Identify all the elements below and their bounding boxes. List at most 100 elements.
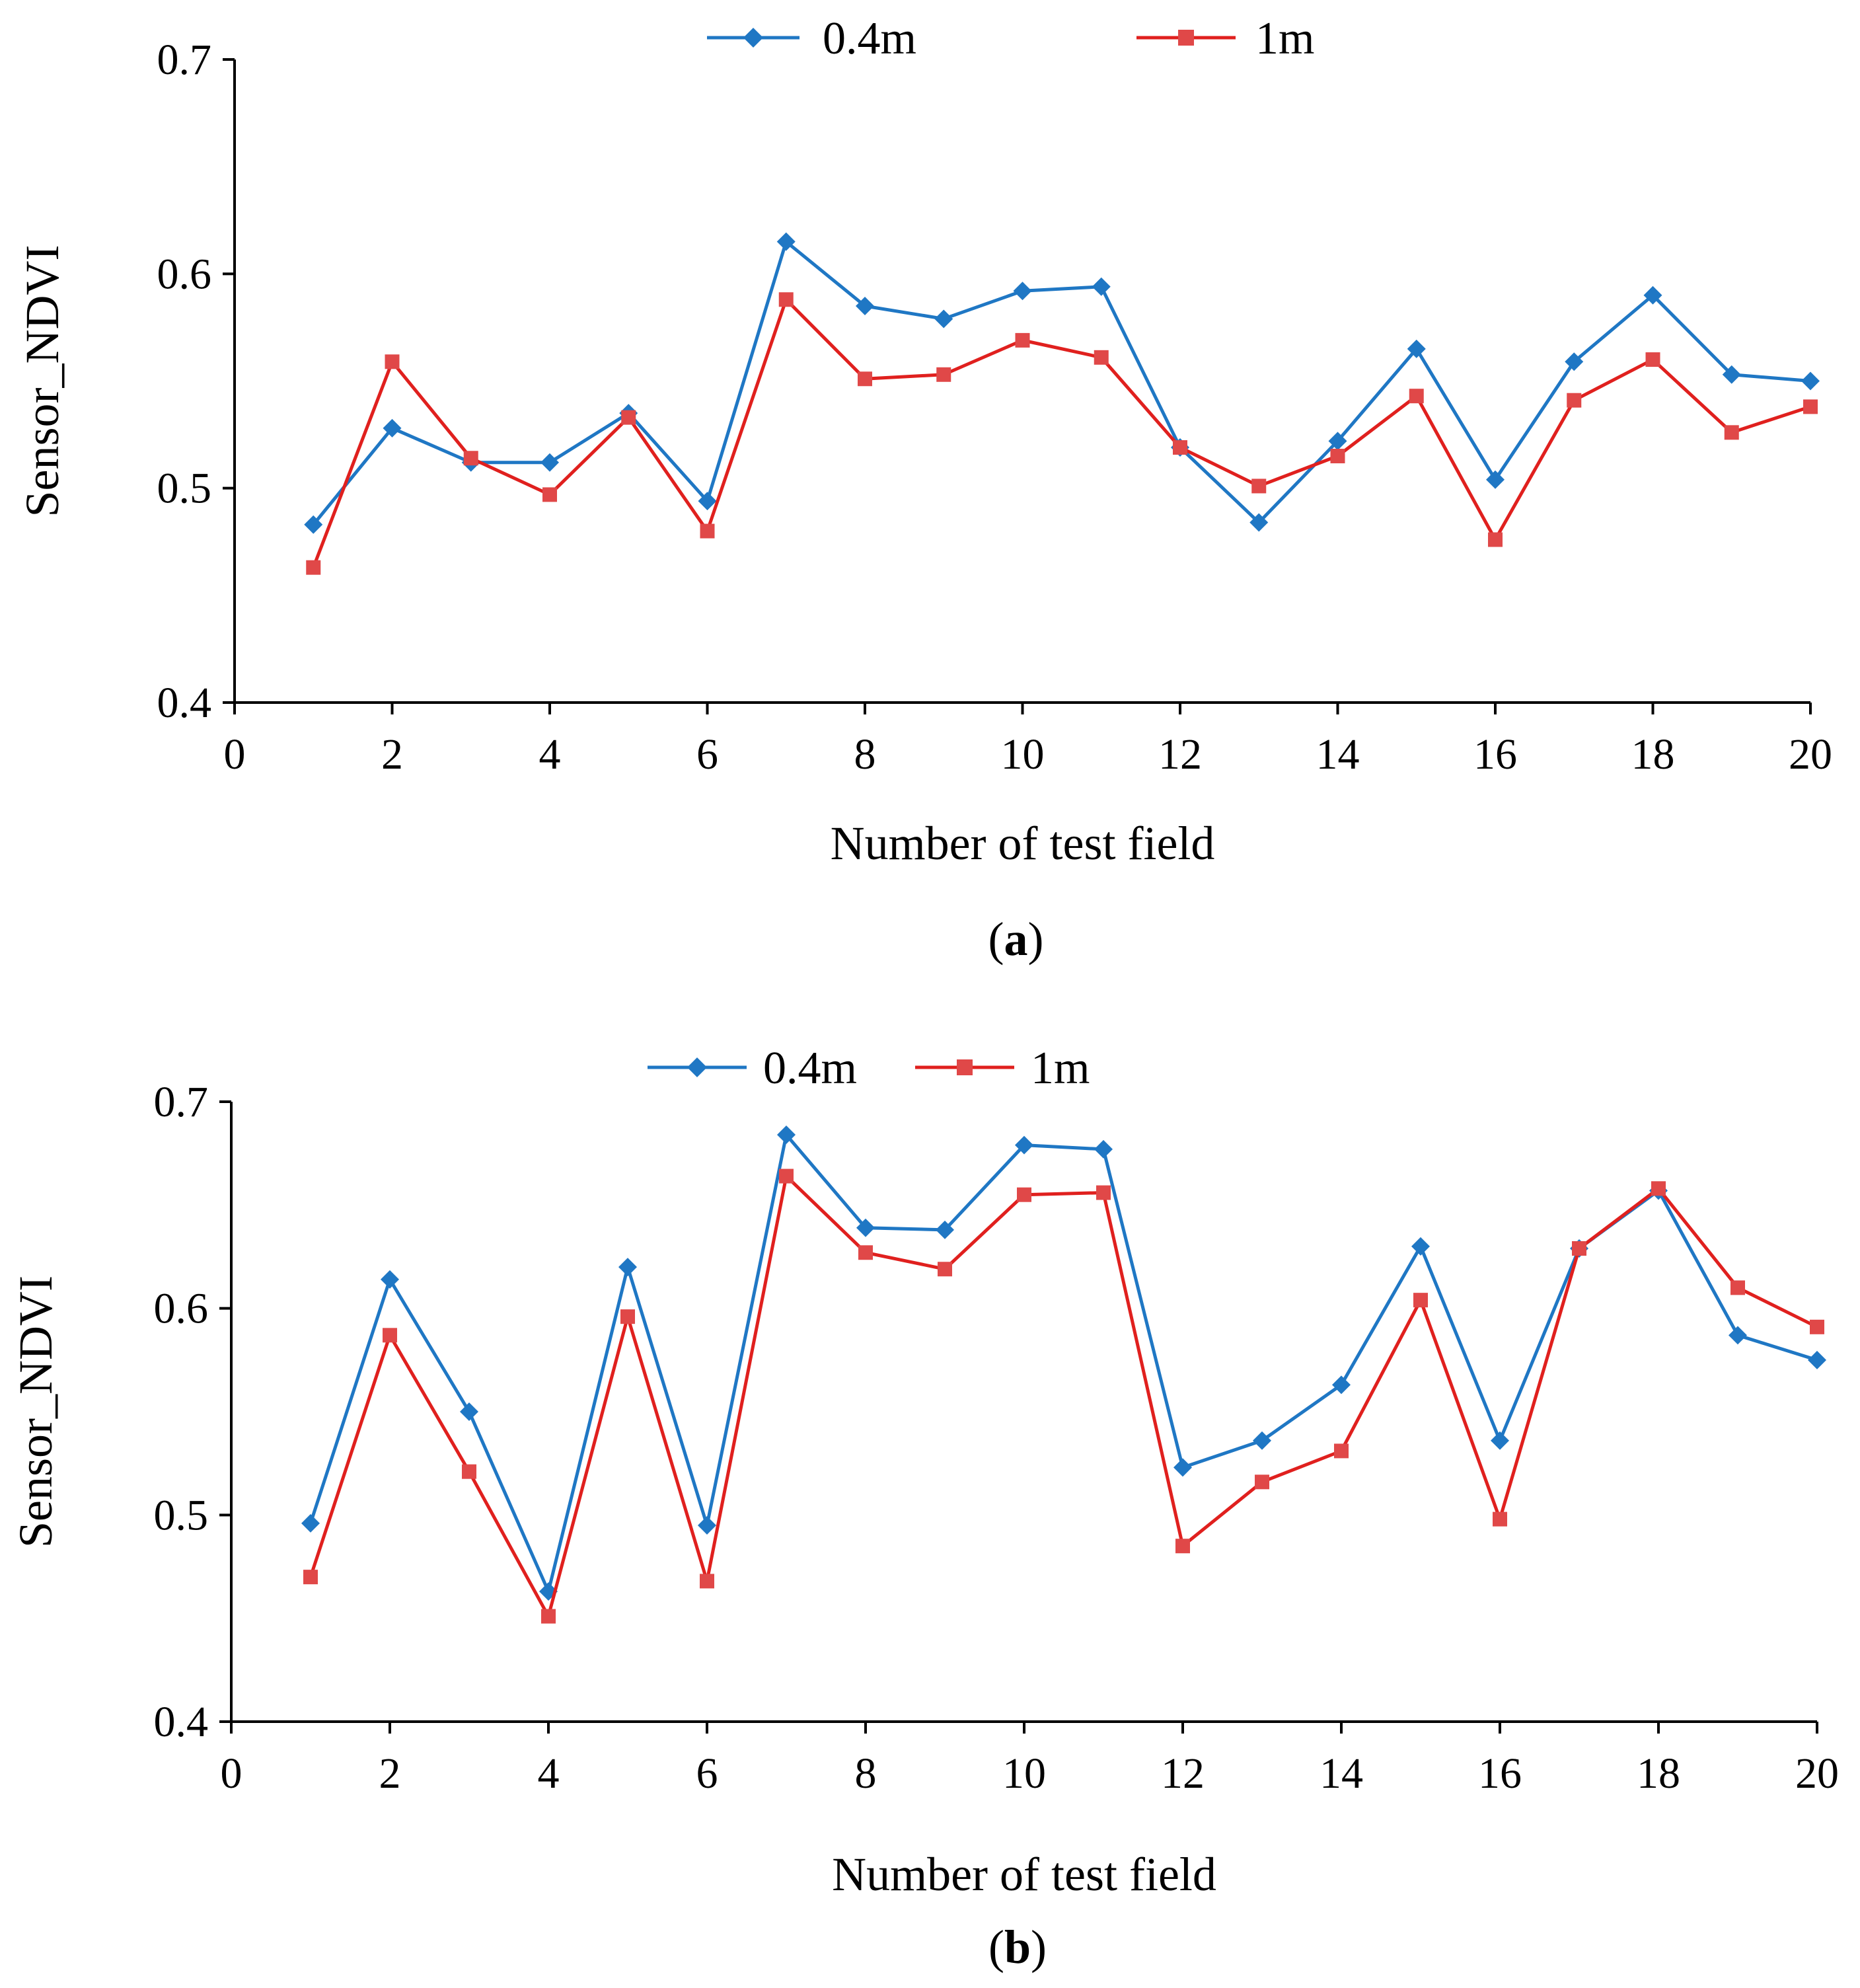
data-point (1253, 1431, 1271, 1450)
y-tick-label: 0.7 (157, 36, 212, 84)
data-point (1094, 350, 1109, 365)
data-point (1332, 1375, 1351, 1395)
x-tick-label: 16 (1473, 730, 1517, 779)
data-point (1407, 339, 1426, 358)
data-point (698, 492, 717, 511)
data-point (938, 1262, 952, 1277)
data-point (936, 1220, 954, 1239)
x-tick-label: 12 (1161, 1749, 1205, 1798)
data-point (776, 232, 796, 251)
data-point (1493, 1511, 1507, 1527)
x-tick-label: 6 (696, 1749, 718, 1798)
x-tick-label: 20 (1795, 1749, 1839, 1798)
y-axis-title: Sensor_NDVI (9, 1276, 62, 1548)
data-point (1251, 478, 1267, 494)
data-point (936, 367, 951, 382)
data-point (1328, 432, 1347, 451)
legend-label: 0.4m (763, 1043, 857, 1094)
x-tick-label: 0 (221, 1749, 242, 1798)
data-point (381, 1270, 399, 1289)
data-point (1173, 1458, 1192, 1477)
data-point (779, 1168, 794, 1184)
legend-label: 1m (1255, 13, 1314, 64)
data-point (1015, 1135, 1033, 1155)
data-point (463, 451, 478, 466)
legend-marker (1178, 30, 1194, 46)
data-point (1491, 1431, 1509, 1450)
series-0.4m (301, 1126, 1826, 1601)
data-point (301, 1513, 320, 1533)
data-point (1730, 1280, 1745, 1295)
data-point (1330, 449, 1345, 464)
data-point (700, 1574, 714, 1589)
legend: 0.4m 1m (648, 1043, 1090, 1094)
x-tick-label: 18 (1631, 730, 1675, 779)
x-axis-title: Number of test field (831, 817, 1215, 870)
data-point (460, 1402, 478, 1421)
x-tick-label: 2 (381, 730, 403, 779)
data-point (856, 1218, 875, 1237)
data-point (1808, 1350, 1826, 1369)
y-axis-title: Sensor_NDVI (16, 245, 69, 517)
data-point (1803, 399, 1818, 414)
x-tick-label: 4 (539, 730, 561, 779)
x-tick-label: 14 (1316, 730, 1360, 779)
data-point (542, 487, 557, 502)
series-line (309, 1174, 1818, 1619)
y-tick-label: 0.5 (154, 1491, 209, 1539)
data-point (1092, 277, 1111, 296)
series-1m (306, 292, 1818, 575)
data-point (1486, 470, 1505, 489)
y-tick-label: 0.4 (154, 1698, 209, 1746)
data-point (1729, 1326, 1747, 1345)
series-line (311, 297, 1811, 568)
y-tick-label: 0.6 (154, 1285, 209, 1333)
x-tick-label: 8 (855, 1749, 877, 1798)
data-point (1643, 286, 1662, 305)
chart-panel-a: 0.4 0.5 0.6 0.7 0 2 4 6 8 10 12 14 16 18 20 Number of t… (16, 13, 1832, 966)
x-tick-label: 16 (1478, 1749, 1522, 1798)
data-point (618, 1258, 637, 1277)
data-point (1096, 1185, 1111, 1200)
data-point (383, 418, 402, 438)
data-point (1015, 332, 1030, 348)
x-tick-label: 10 (1002, 1749, 1046, 1798)
x-tick-label: 14 (1320, 1749, 1363, 1798)
legend-label: 0.4m (823, 13, 916, 64)
x-tick-label: 10 (1001, 730, 1045, 779)
data-point (934, 309, 953, 328)
data-point (778, 292, 794, 307)
data-point (1724, 425, 1739, 440)
data-point (777, 1126, 796, 1145)
chart-panel-b: 0.4 0.5 0.6 0.7 0 2 4 6 8 10 12 14 16 18 20 Number of t… (9, 1043, 1839, 1973)
data-point (1810, 1319, 1824, 1334)
legend-marker (957, 1059, 973, 1075)
data-point (856, 296, 874, 315)
x-tick-label: 0 (224, 730, 246, 779)
data-point (1013, 282, 1032, 301)
data-point (541, 1609, 556, 1624)
data-point (1249, 513, 1269, 532)
legend-marker (687, 1057, 707, 1077)
data-point (1567, 393, 1582, 408)
data-point (385, 354, 400, 369)
data-point (383, 1328, 397, 1343)
series-line (312, 240, 1811, 526)
data-point (540, 453, 559, 472)
data-point (1645, 352, 1660, 367)
panel-caption: (a) (988, 913, 1044, 966)
data-point (1409, 389, 1424, 404)
data-point (1572, 1241, 1586, 1256)
data-point (1175, 1539, 1190, 1554)
series-line (309, 1133, 1818, 1593)
data-point (620, 1309, 635, 1324)
data-point (1722, 365, 1741, 384)
legend-marker (743, 28, 763, 48)
legend-label: 1m (1031, 1043, 1090, 1094)
data-point (621, 410, 636, 425)
data-point (1411, 1237, 1430, 1256)
y-tick-label: 0.6 (157, 250, 212, 298)
data-point (1413, 1293, 1428, 1308)
x-tick-label: 18 (1637, 1749, 1680, 1798)
